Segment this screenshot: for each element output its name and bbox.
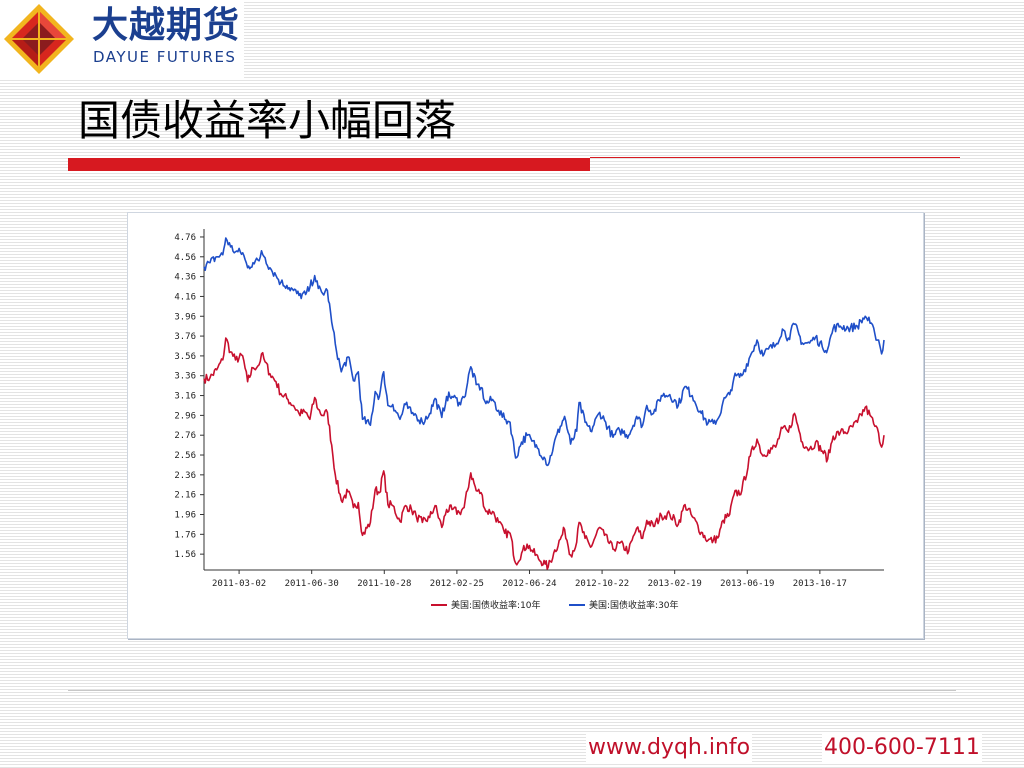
x-tick-label: 2011-03-02 [212, 579, 266, 589]
logo-en-text: DAYUE FUTURES [93, 48, 237, 66]
y-axis: 4.76 4.56 4.36 4.16 3.96 3.76 3.56 3.36 3.16 2.96… [174, 229, 205, 570]
y-tick-label: 2.96 [174, 411, 196, 421]
y-tick-label: 3.36 [174, 372, 196, 382]
y-tick-label: 1.96 [174, 510, 196, 520]
legend-label-10y: 美国:国债收益率:10年 [451, 599, 541, 611]
y-tick-label: 4.56 [174, 253, 196, 263]
title-underline-line [590, 157, 960, 158]
title-underline-bar [68, 158, 590, 171]
slide-title: 国债收益率小幅回落 [78, 96, 457, 145]
footer-divider [68, 690, 956, 691]
footer-phone: 400-600-7111 [822, 734, 982, 762]
logo-cn-text: 大越期货 [92, 5, 241, 46]
footer-website-link[interactable]: www.dyqh.info [586, 734, 753, 762]
x-tick-label: 2013-02-19 [648, 579, 702, 589]
y-tick-label: 2.36 [174, 471, 196, 481]
y-tick-label: 1.56 [174, 550, 196, 560]
y-tick-label: 4.16 [174, 292, 196, 302]
y-tick-label: 2.76 [174, 431, 196, 441]
y-tick-label: 1.76 [174, 530, 196, 540]
y-tick-label: 2.56 [174, 451, 196, 461]
series-line-30y [203, 237, 885, 467]
x-tick-label: 2012-02-25 [430, 579, 484, 589]
y-tick-label: 3.96 [174, 312, 196, 322]
x-tick-label: 2012-06-24 [502, 579, 556, 589]
legend: 美国:国债收益率:10年 美国:国债收益率:30年 [431, 599, 679, 611]
x-tick-label: 2011-10-28 [357, 579, 411, 589]
y-tick-label: 4.36 [174, 273, 196, 283]
y-tick-label: 4.76 [174, 233, 196, 243]
x-axis: 2011-03-02 2011-06-30 2011-10-28 2012-02-25… [204, 569, 884, 589]
y-tick-label: 3.56 [174, 352, 196, 362]
x-tick-label: 2013-10-17 [793, 579, 847, 589]
logo: 大越期货 DAYUE FUTURES [0, 0, 244, 78]
y-tick-label: 3.16 [174, 392, 196, 402]
legend-label-30y: 美国:国债收益率:30年 [589, 599, 679, 611]
x-tick-label: 2011-06-30 [285, 579, 339, 589]
x-tick-label: 2012-10-22 [575, 579, 629, 589]
yield-line-chart: 4.76 4.56 4.36 4.16 3.96 3.76 3.56 3.36 3.16 2.96… [174, 229, 885, 611]
chart-panel: 4.76 4.56 4.36 4.16 3.96 3.76 3.56 3.36 3.16 2.96… [127, 212, 924, 639]
y-tick-label: 2.16 [174, 491, 196, 501]
x-tick-label: 2013-06-19 [720, 579, 774, 589]
series-line-10y [203, 337, 885, 570]
series-lines [203, 237, 885, 570]
y-tick-label: 3.76 [174, 332, 196, 342]
dayue-logo-icon [4, 4, 74, 74]
